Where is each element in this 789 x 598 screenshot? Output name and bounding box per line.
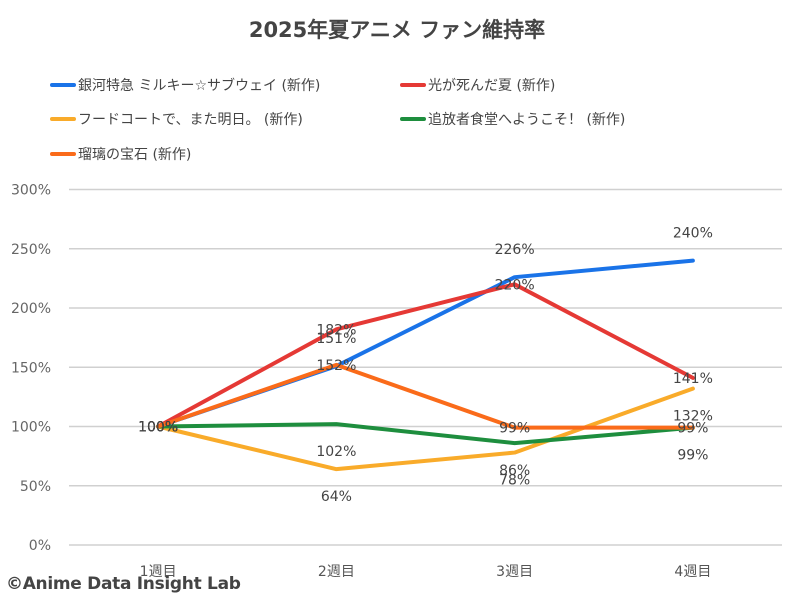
- x-tick-label: 1週目: [140, 564, 177, 580]
- data-label: 151%: [316, 331, 356, 347]
- y-tick-label: 200%: [11, 301, 51, 317]
- y-tick-label: 0%: [29, 538, 51, 554]
- x-tick-label: 2週目: [318, 564, 355, 580]
- data-label: 240%: [673, 226, 713, 242]
- legend-item[interactable]: フードコートで、また明日。 (新作): [50, 112, 303, 128]
- x-tick-label: 4週目: [674, 564, 711, 580]
- data-label: 152%: [316, 358, 356, 374]
- data-label: 102%: [316, 444, 356, 460]
- y-tick-label: 250%: [11, 242, 51, 258]
- data-label: 100%: [138, 420, 178, 436]
- y-tick-label: 50%: [20, 479, 51, 495]
- legend-item[interactable]: 追放者食堂へようこそ！ (新作): [400, 111, 625, 128]
- legend: 銀河特急 ミルキー☆サブウェイ (新作) 光が死んだ夏 (新作) フードコートで、ま…: [50, 77, 625, 163]
- data-label: 100%: [138, 420, 178, 436]
- copyright-footer: ©Anime Data Insight Lab: [6, 574, 241, 594]
- gridlines: [69, 188, 782, 546]
- data-labels: 100%151%226%240%100%182%220%141%100%64%7…: [138, 226, 713, 506]
- data-label: 182%: [316, 322, 356, 338]
- legend-label: フードコートで、また明日。 (新作): [78, 112, 303, 128]
- legend-item[interactable]: 瑠璃の宝石 (新作): [50, 146, 191, 163]
- y-tick-label: 100%: [11, 420, 51, 436]
- x-tick-label: 3週目: [496, 564, 533, 580]
- data-label: 100%: [138, 420, 178, 436]
- data-label: 220%: [495, 277, 535, 293]
- data-label: 99%: [677, 448, 708, 464]
- data-label: 226%: [495, 242, 535, 258]
- series-line: [156, 258, 695, 429]
- y-axis: 0% 50% 100% 150% 200% 250% 300%: [11, 183, 51, 555]
- data-label: 99%: [499, 421, 530, 437]
- y-tick-label: 150%: [11, 360, 51, 376]
- chart-title: 2025年夏アニメ ファン維持率: [249, 18, 545, 42]
- data-label: 141%: [673, 371, 713, 387]
- series-line: [156, 386, 695, 472]
- data-label: 99%: [677, 421, 708, 437]
- data-label: 132%: [673, 409, 713, 425]
- series-lines: [156, 258, 695, 472]
- y-tick-label: 300%: [11, 183, 51, 199]
- series-line: [156, 282, 695, 429]
- data-label: 86%: [499, 463, 530, 479]
- series-line: [156, 422, 695, 446]
- data-label: 100%: [138, 420, 178, 436]
- legend-label: 銀河特急 ミルキー☆サブウェイ (新作): [78, 77, 320, 94]
- x-axis: 1週目 2週目 3週目 4週目: [140, 564, 712, 580]
- legend-item[interactable]: 光が死んだ夏 (新作): [400, 78, 555, 94]
- data-label: 64%: [321, 489, 352, 505]
- data-label: 100%: [138, 420, 178, 436]
- legend-label: 瑠璃の宝石 (新作): [78, 146, 191, 163]
- data-label: 78%: [499, 473, 530, 489]
- legend-item[interactable]: 銀河特急 ミルキー☆サブウェイ (新作): [50, 77, 320, 94]
- legend-label: 光が死んだ夏 (新作): [428, 78, 555, 94]
- series-line: [156, 362, 695, 430]
- legend-label: 追放者食堂へようこそ！ (新作): [428, 111, 625, 128]
